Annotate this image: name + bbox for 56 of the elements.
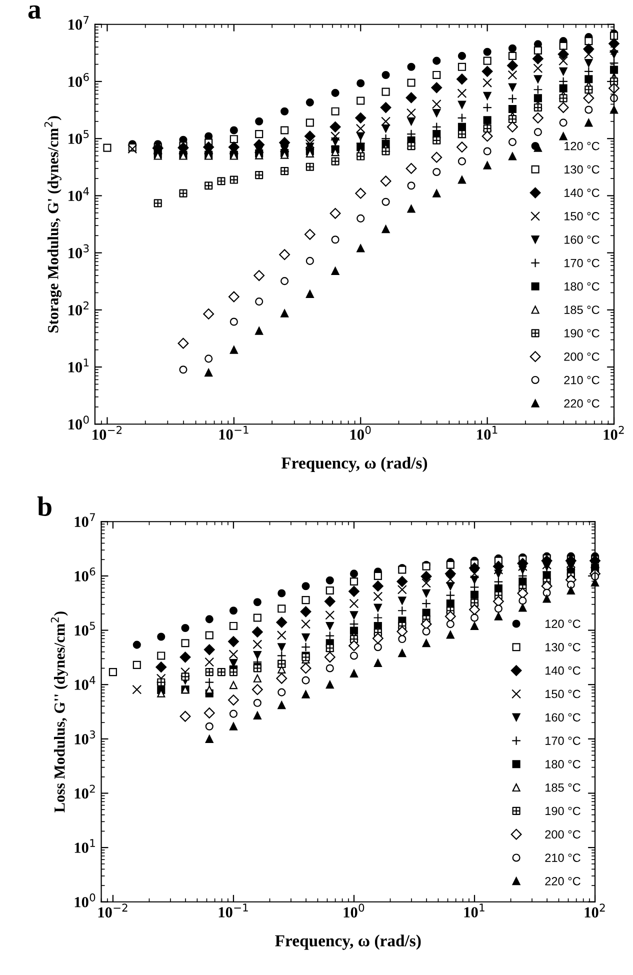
y-tick-label: 10$^{7}$ [74, 513, 95, 527]
y-tick-label: 10$^{0}$ [68, 416, 89, 430]
x-tick-label: 10$^{2}$ [584, 904, 605, 918]
legend-label: 200 °C [545, 830, 580, 839]
legend-label: 220 °C [564, 399, 600, 408]
chart-title: a [28, 5, 41, 19]
legend-label: 200 °C [564, 352, 600, 361]
legend-label: 120 °C [564, 142, 600, 150]
y-tick-label: 10$^{1}$ [68, 358, 89, 372]
y-tick-label: 10$^{5}$ [74, 622, 95, 636]
legend-label: 140 °C [564, 188, 600, 198]
y-tick-label: 10$^{1}$ [74, 839, 95, 853]
y-tick-label: 10$^{4}$ [68, 187, 89, 202]
legend-label: 185 °C [564, 306, 600, 314]
legend-label: 180 °C [564, 282, 600, 291]
legend-label: 160 °C [564, 235, 600, 244]
x-tick-label: 10$^{1}$ [477, 426, 498, 440]
legend-label: 210 °C [564, 376, 600, 384]
legend-label: 140 °C [546, 666, 580, 675]
y-tick-label: 10$^{3}$ [74, 730, 96, 744]
legend-label: 185 °C [546, 783, 580, 792]
legend-label: 170 °C [564, 258, 600, 268]
x-tick-label: 10$^{−1}$ [219, 426, 248, 440]
x-tick-label: 10$^{0}$ [344, 904, 364, 918]
y-tick-label: 10$^{2}$ [74, 784, 95, 799]
y-tick-label: 10$^{4}$ [74, 676, 96, 690]
x-tick-label: 10$^{−2}$ [92, 426, 122, 440]
y-tick-label: 10$^{0}$ [74, 893, 96, 908]
chart-title: b [37, 496, 52, 516]
legend-label: 160 °C [546, 713, 580, 722]
y-tick-label: 10$^{5}$ [68, 130, 89, 144]
x-tick-label: 10$^{0}$ [350, 426, 371, 440]
legend-label: 190 °C [564, 329, 600, 338]
legend-label: 130 °C [546, 643, 580, 652]
x-tick-label: 10$^{−1}$ [218, 904, 248, 918]
y-axis-title: Storage Modulus, G' (dynes/cm$^{2}$) [44, 116, 62, 332]
legend-label: 210 °C [545, 854, 580, 862]
x-tick-label: 10$^{2}$ [604, 426, 624, 440]
y-tick-label: 10$^{2}$ [68, 301, 88, 316]
x-axis-title: Frequency, ω (rad/s) [275, 934, 421, 950]
legend-label: 120 °C [546, 620, 580, 628]
y-tick-label: 10$^{6}$ [68, 72, 89, 87]
x-tick-label: 10$^{−2}$ [98, 904, 128, 918]
y-tick-label: 10$^{6}$ [74, 567, 96, 582]
legend-label: 170 °C [546, 736, 580, 745]
legend-label: 130 °C [564, 165, 600, 174]
legend-label: 150 °C [546, 690, 580, 698]
x-tick-label: 10$^{1}$ [464, 904, 484, 918]
legend-label: 220 °C [545, 877, 580, 886]
y-tick-label: 10$^{3}$ [68, 244, 89, 258]
y-tick-label: 10$^{7}$ [68, 16, 89, 30]
legend-label: 150 °C [564, 212, 600, 220]
x-axis-title: Frequency, ω (rad/s) [281, 456, 428, 472]
y-axis-title: Loss Modulus, G'' (dynes/cm$^{2}$) [50, 612, 68, 812]
legend-label: 180 °C [546, 760, 580, 768]
legend-label: 190 °C [546, 806, 580, 816]
